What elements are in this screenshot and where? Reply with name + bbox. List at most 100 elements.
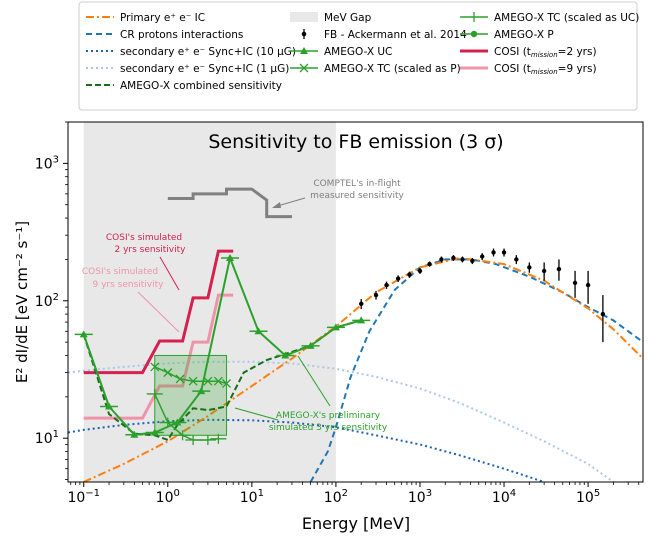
cosi9-annotation-line2: 9 yrs sensitivity bbox=[93, 280, 165, 290]
curve-primary bbox=[83, 256, 643, 482]
legend-label-combined: AMEGO-X combined sensitivity bbox=[120, 80, 282, 92]
fb-point bbox=[373, 292, 379, 298]
uc-marker bbox=[357, 316, 366, 324]
tcp-marker bbox=[150, 362, 160, 372]
legend-label-tcp: AMEGO-X TC (scaled as P) bbox=[324, 63, 461, 75]
amego-arrow-2 bbox=[234, 407, 279, 421]
legend-label-gap: MeV Gap bbox=[324, 12, 372, 24]
fb-point bbox=[470, 258, 475, 264]
x-tick-label: 102 bbox=[324, 488, 348, 506]
curve-cosi9 bbox=[83, 293, 234, 420]
legend-label-p: AMEGO-X P bbox=[494, 29, 554, 41]
uc-marker bbox=[173, 418, 182, 426]
uc-marker bbox=[79, 330, 88, 338]
tcp-marker bbox=[175, 374, 185, 384]
legend-label-cosi2: COSI (tmission=2 yrs) bbox=[494, 46, 597, 59]
curve-sec1 bbox=[68, 360, 614, 482]
plot-frame bbox=[67, 121, 644, 483]
fb-point bbox=[514, 257, 519, 262]
x-tick-label: 104 bbox=[492, 488, 516, 506]
amego-annotation-line1: AMEGO-X's preliminary bbox=[276, 411, 381, 421]
uc-marker bbox=[197, 387, 206, 395]
fb-point bbox=[427, 261, 432, 267]
curve-comptel bbox=[167, 187, 292, 219]
fb-point bbox=[451, 255, 456, 261]
fb-point bbox=[417, 268, 423, 274]
fb-point bbox=[556, 266, 562, 272]
cosi9-arrow bbox=[137, 291, 180, 333]
fb-point bbox=[541, 268, 547, 274]
comptel-arrowhead bbox=[272, 202, 281, 208]
tcp-marker bbox=[163, 368, 173, 378]
fb-point bbox=[395, 276, 401, 281]
cosi9-annotation-line1: COSI's simulated bbox=[82, 267, 158, 277]
x-tick-label: 105 bbox=[576, 488, 600, 506]
uc-marker bbox=[331, 323, 340, 331]
fb-point bbox=[384, 282, 389, 288]
y-tick-label: 103 bbox=[35, 154, 59, 172]
legend-frame bbox=[78, 1, 638, 111]
annotations: COMPTEL's in-flight measured sensitivity… bbox=[82, 179, 405, 433]
fb-point bbox=[460, 257, 465, 262]
uc-marker bbox=[150, 428, 159, 436]
uc-marker bbox=[281, 351, 290, 359]
x-axis-label-group: Energy [MeV] bbox=[302, 514, 410, 533]
legend-label-tcuc: AMEGO-X TC (scaled as UC) bbox=[494, 12, 639, 24]
comptel-annotation-line2: measured sensitivity bbox=[310, 191, 404, 201]
x-tick-label: 10−1 bbox=[67, 488, 100, 506]
uc-marker bbox=[306, 341, 315, 349]
fb-data-layer bbox=[359, 248, 606, 343]
y-axis-label-group: E² dI/dE [eV cm⁻² s⁻¹] bbox=[13, 221, 31, 383]
fb-point bbox=[480, 254, 485, 259]
legend-label-uc: AMEGO-X UC bbox=[324, 46, 392, 58]
x-axis-label: Energy [MeV] bbox=[302, 514, 410, 533]
chart-title: Sensitivity to FB emission (3 σ) bbox=[208, 131, 503, 153]
legend-label-sec10: secondary e⁺ e⁻ Sync+IC (10 μG) bbox=[120, 46, 296, 58]
legend-label-cosi9: COSI (tmission=9 yrs) bbox=[494, 63, 597, 76]
legend-marker-p bbox=[470, 30, 478, 38]
amego-arrow-1 bbox=[297, 355, 331, 407]
tcp-marker bbox=[188, 376, 198, 386]
uc-marker bbox=[130, 430, 139, 438]
y-axis-label: E² dI/dE [eV cm⁻² s⁻¹] bbox=[13, 221, 31, 383]
y-tick-label: 102 bbox=[35, 292, 59, 310]
legend: Primary e⁺ e⁻ IC CR protons interactions s… bbox=[78, 1, 639, 111]
legend-label-crp: CR protons interactions bbox=[120, 29, 243, 41]
fb-point bbox=[501, 250, 507, 255]
amego-annotation-line2: simulated 3 yrs sensitivity bbox=[269, 423, 388, 433]
fb-point bbox=[491, 250, 496, 255]
fb-point bbox=[585, 282, 591, 288]
tcp-marker bbox=[203, 376, 213, 386]
fb-point bbox=[359, 301, 364, 307]
legend-marker-tcp bbox=[299, 63, 309, 73]
curve-uc bbox=[82, 254, 362, 436]
comptel-annotation-line1: COMPTEL's in-flight bbox=[313, 179, 401, 189]
plot-area: 10−1 100 101 102 103 104 105 101 102 103 bbox=[35, 121, 644, 506]
legend-label-primary: Primary e⁺ e⁻ IC bbox=[120, 12, 205, 24]
x-tick-label: 101 bbox=[240, 488, 264, 506]
legend-marker-uc bbox=[300, 47, 308, 54]
legend-label-fb: FB - Ackermann et al. 2014 bbox=[324, 29, 467, 41]
uc-marker bbox=[105, 402, 114, 410]
legend-label-sec1: secondary e⁺ e⁻ Sync+IC (1 μG) bbox=[120, 63, 289, 75]
fb-point bbox=[600, 311, 606, 317]
legend-swatch-fb bbox=[301, 31, 307, 37]
x-tick-label: 103 bbox=[408, 488, 432, 506]
uc-marker bbox=[254, 327, 263, 335]
cosi2-arrow bbox=[159, 256, 180, 291]
fb-point bbox=[572, 280, 578, 286]
amego-layer bbox=[74, 253, 371, 446]
amego-p-region bbox=[154, 354, 228, 436]
tcp-marker bbox=[213, 376, 223, 386]
cosi2-annotation-line2: 2 yrs sensitivity bbox=[115, 245, 187, 255]
x-tick-label: 100 bbox=[156, 488, 180, 506]
tcp-marker bbox=[222, 379, 232, 388]
fb-point bbox=[439, 257, 444, 262]
cosi2-annotation-line1: COSI's simulated bbox=[106, 233, 182, 243]
fb-point bbox=[407, 272, 412, 277]
axis-ticks: 10−1 100 101 102 103 104 105 101 102 103 bbox=[35, 121, 640, 506]
uc-marker bbox=[226, 253, 235, 261]
curve-cosi2 bbox=[83, 249, 234, 375]
curve-crp bbox=[309, 258, 643, 482]
